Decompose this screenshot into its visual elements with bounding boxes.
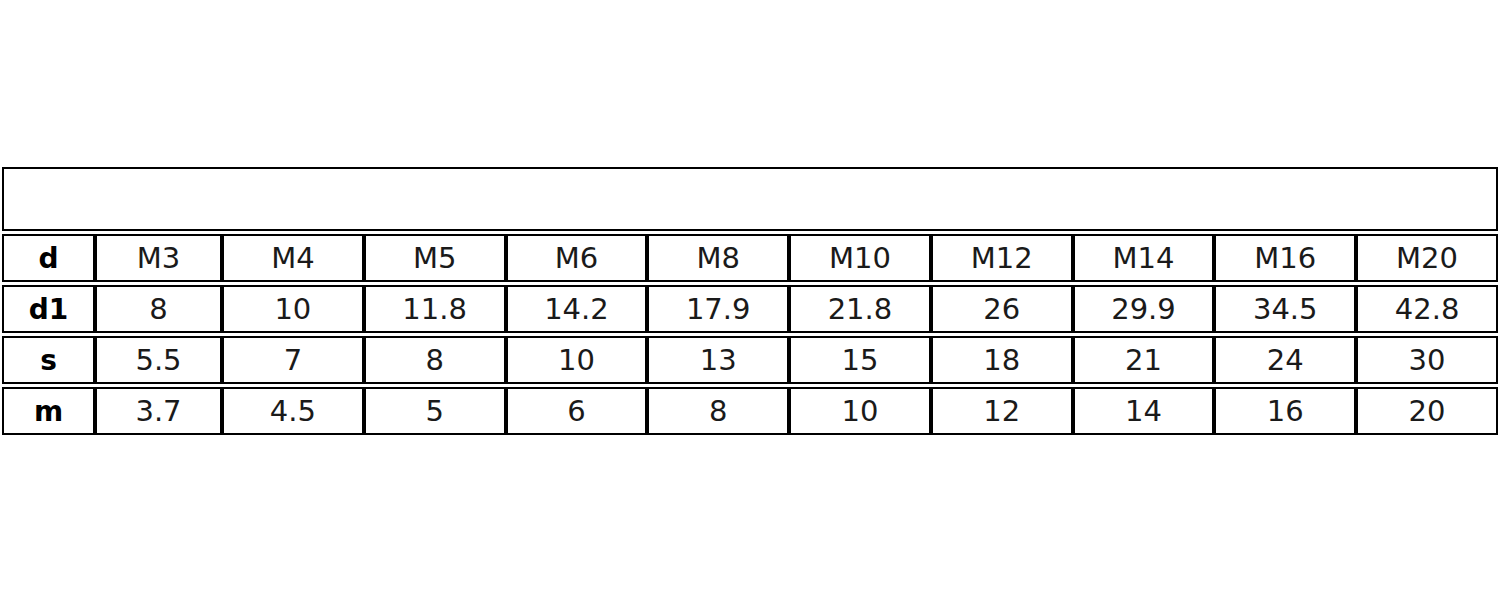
- table-cell: 26: [931, 285, 1073, 333]
- table-row-d: d M3 M4 M5 M6 M8 M10 M12 M14 M16 M20: [2, 234, 1498, 282]
- table-cell: 21.8: [789, 285, 931, 333]
- table-cell: 15: [789, 336, 931, 384]
- table-row-s: s 5.5 7 8 10 13 15 18 21 24 30: [2, 336, 1498, 384]
- table-cell: 21: [1073, 336, 1215, 384]
- table-cell: M12: [931, 234, 1073, 282]
- table-cell: M3: [95, 234, 222, 282]
- table-cell: 30: [1356, 336, 1498, 384]
- table-cell: 24: [1214, 336, 1356, 384]
- table-cell: 16: [1214, 387, 1356, 435]
- technical-specification-table: TECHNICAL SPECIFICATION d M3 M4 M5 M6 M8…: [2, 164, 1498, 438]
- table-cell: 18: [931, 336, 1073, 384]
- table-cell: 20: [1356, 387, 1498, 435]
- table-cell: M8: [647, 234, 789, 282]
- table-cell: M10: [789, 234, 931, 282]
- table-cell: 12: [931, 387, 1073, 435]
- table-cell: 10: [506, 336, 648, 384]
- table-cell: 4.5: [222, 387, 364, 435]
- table-cell: M14: [1073, 234, 1215, 282]
- table-row-d1: d1 8 10 11.8 14.2 17.9 21.8 26 29.9 34.5…: [2, 285, 1498, 333]
- page: TECHNICAL SPECIFICATION d M3 M4 M5 M6 M8…: [0, 0, 1500, 600]
- table-cell: M20: [1356, 234, 1498, 282]
- table-cell: 14.2: [506, 285, 648, 333]
- table-cell: 17.9: [647, 285, 789, 333]
- table-cell: 13: [647, 336, 789, 384]
- row-label-m: m: [2, 387, 95, 435]
- table-cell: 5: [364, 387, 506, 435]
- table-title-row: TECHNICAL SPECIFICATION: [2, 167, 1498, 231]
- row-label-d: d: [2, 234, 95, 282]
- table-cell: 29.9: [1073, 285, 1215, 333]
- row-label-s: s: [2, 336, 95, 384]
- table-cell: 11.8: [364, 285, 506, 333]
- table-cell: 8: [364, 336, 506, 384]
- table-cell: 8: [647, 387, 789, 435]
- table-cell: 42.8: [1356, 285, 1498, 333]
- table-row-m: m 3.7 4.5 5 6 8 10 12 14 16 20: [2, 387, 1498, 435]
- table-cell: 5.5: [95, 336, 222, 384]
- table-cell: M5: [364, 234, 506, 282]
- table-cell: 34.5: [1214, 285, 1356, 333]
- table-cell: 10: [789, 387, 931, 435]
- table-cell: 7: [222, 336, 364, 384]
- table-cell: 10: [222, 285, 364, 333]
- table-cell: 8: [95, 285, 222, 333]
- table-title: TECHNICAL SPECIFICATION: [2, 167, 1498, 231]
- table-cell: M6: [506, 234, 648, 282]
- table-cell: 3.7: [95, 387, 222, 435]
- table-cell: M16: [1214, 234, 1356, 282]
- table-cell: 14: [1073, 387, 1215, 435]
- table-cell: M4: [222, 234, 364, 282]
- table-cell: 6: [506, 387, 648, 435]
- row-label-d1: d1: [2, 285, 95, 333]
